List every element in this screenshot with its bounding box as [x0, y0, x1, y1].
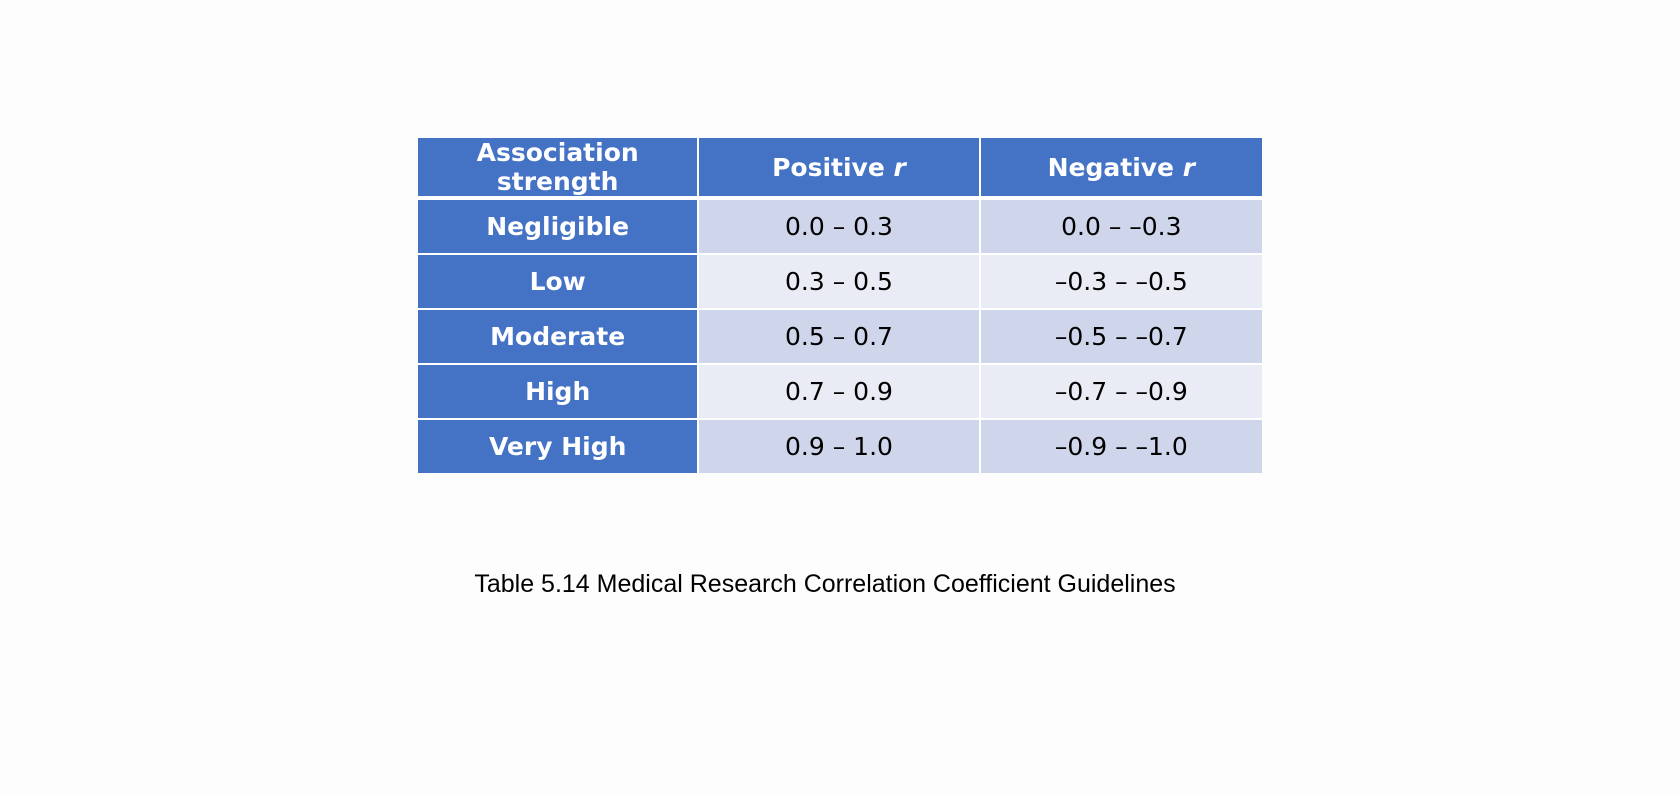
positive-range-cell: 0.7 – 0.9: [699, 365, 981, 420]
negative-range-cell: 0.0 – –0.3: [980, 200, 1262, 255]
header-label: Association strength: [476, 138, 639, 196]
header-label: Negative: [1047, 152, 1183, 182]
positive-range-cell: 0.0 – 0.3: [699, 200, 981, 255]
table-row: Negligible 0.0 – 0.3 0.0 – –0.3: [418, 200, 1262, 255]
table-row: Very High 0.9 – 1.0 –0.9 – –1.0: [418, 420, 1262, 473]
strength-cell: Negligible: [418, 200, 700, 255]
correlation-guidelines-table: Association strength Positive r Negative…: [418, 138, 1262, 473]
strength-cell: Low: [418, 255, 700, 310]
header-r-symbol: r: [893, 152, 906, 182]
table-row: Low 0.3 – 0.5 –0.3 – –0.5: [418, 255, 1262, 310]
positive-range-cell: 0.3 – 0.5: [699, 255, 981, 310]
negative-range-cell: –0.7 – –0.9: [980, 365, 1262, 420]
strength-cell: Very High: [418, 420, 700, 473]
negative-range-cell: –0.9 – –1.0: [980, 420, 1262, 473]
header-r-symbol: r: [1182, 152, 1196, 182]
header-negative-r: Negative r: [980, 138, 1262, 200]
negative-range-cell: –0.3 – –0.5: [980, 255, 1262, 310]
positive-range-cell: 0.5 – 0.7: [699, 310, 981, 365]
negative-range-cell: –0.5 – –0.7: [980, 310, 1262, 365]
table-row: High 0.7 – 0.9 –0.7 – –0.9: [418, 365, 1262, 420]
header-label: Positive: [772, 152, 894, 182]
header-association-strength: Association strength: [418, 138, 700, 200]
table-header-row: Association strength Positive r Negative…: [418, 138, 1262, 200]
table-caption: Table 5.14 Medical Research Correlation …: [474, 570, 1176, 598]
header-positive-r: Positive r: [699, 138, 981, 200]
correlation-table-container: Association strength Positive r Negative…: [418, 138, 1262, 473]
strength-cell: Moderate: [418, 310, 700, 365]
table-row: Moderate 0.5 – 0.7 –0.5 – –0.7: [418, 310, 1262, 365]
positive-range-cell: 0.9 – 1.0: [699, 420, 981, 473]
strength-cell: High: [418, 365, 700, 420]
